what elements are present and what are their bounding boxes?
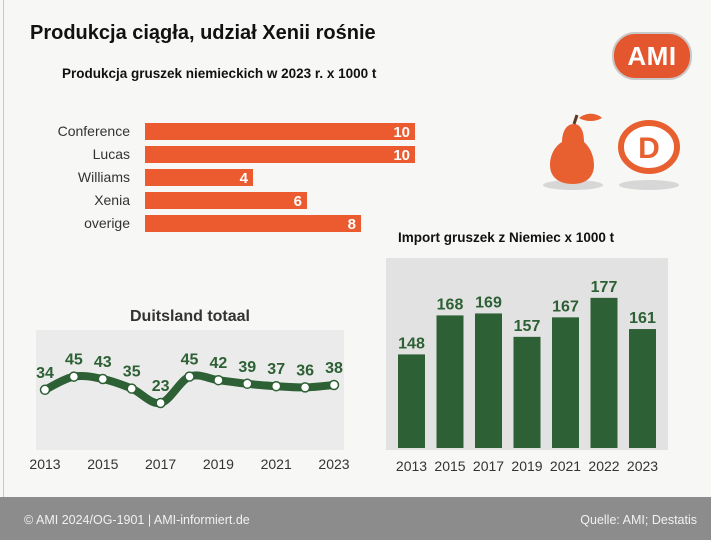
data-label: 35 xyxy=(123,364,141,381)
bar xyxy=(590,297,618,448)
bar-value-label: 157 xyxy=(514,318,541,335)
category-label: Conference xyxy=(58,123,131,139)
bar xyxy=(145,192,307,209)
bar-value-label: 168 xyxy=(437,296,464,313)
x-tick-label: 2017 xyxy=(145,456,176,472)
data-point xyxy=(299,382,311,393)
country-code-d-icon: D xyxy=(618,120,680,190)
import-bar-chart: 148 2013 168 2015 169 2017 157 2019 167 2021 177 20… xyxy=(396,279,658,474)
data-label: 37 xyxy=(267,361,285,378)
x-tick-label: 2013 xyxy=(396,458,427,474)
data-point xyxy=(270,380,282,392)
x-tick-label: 2021 xyxy=(261,456,292,472)
bar xyxy=(436,315,464,448)
x-tick-label: 2021 xyxy=(550,458,581,474)
category-label: Williams xyxy=(78,169,130,185)
category-label: overige xyxy=(84,215,130,231)
copyright-text: © AMI 2024/OG-1901 | AMI-informiert.de xyxy=(24,513,250,527)
bar xyxy=(145,123,415,140)
data-point xyxy=(68,371,80,382)
bar xyxy=(145,146,415,163)
x-tick-label: 2015 xyxy=(87,456,118,472)
pear-and-country-icons: D xyxy=(543,113,680,190)
data-point xyxy=(97,373,109,385)
bar-value-label: 169 xyxy=(475,294,502,311)
line-chart-title: Duitsland totaal xyxy=(130,308,250,325)
data-label: 42 xyxy=(210,355,228,372)
production-chart-title: Produkcja gruszek niemieckich w 2023 r. … xyxy=(62,66,377,81)
pear-icon xyxy=(543,113,603,190)
bar-value-label: 167 xyxy=(552,298,579,315)
import-chart-title: Import gruszek z Niemiec x 1000 t xyxy=(398,230,615,245)
bar xyxy=(552,317,579,448)
bar xyxy=(145,169,253,186)
country-code-text: D xyxy=(638,132,660,165)
data-point xyxy=(155,397,166,409)
data-point xyxy=(213,374,224,386)
bar-value-label: 177 xyxy=(591,279,618,296)
category-label: Xenia xyxy=(94,192,130,208)
x-tick-label: 2022 xyxy=(588,458,619,474)
footer-bar xyxy=(0,497,711,540)
data-label: 38 xyxy=(325,360,343,377)
data-label: 45 xyxy=(65,352,83,369)
bar-value-label: 10 xyxy=(393,147,410,164)
data-label: 23 xyxy=(152,378,170,395)
bar xyxy=(629,329,656,448)
production-bar-chart: Conference 10 Lucas 10 Williams 4 Xenia 6 overig… xyxy=(58,123,415,233)
bar-value-label: 148 xyxy=(398,335,425,352)
bar xyxy=(145,215,361,232)
bar-value-label: 161 xyxy=(629,310,656,327)
bar xyxy=(475,313,502,448)
bar xyxy=(513,336,541,448)
data-label: 43 xyxy=(94,354,112,371)
bar-value-label: 4 xyxy=(240,170,249,187)
x-tick-label: 2019 xyxy=(511,458,542,474)
data-label: 39 xyxy=(238,359,256,376)
category-label: Lucas xyxy=(93,146,130,162)
x-tick-label: 2023 xyxy=(318,456,349,472)
bar xyxy=(398,354,425,448)
data-label: 34 xyxy=(36,365,54,382)
x-tick-label: 2023 xyxy=(627,458,658,474)
data-point xyxy=(39,384,51,396)
data-point xyxy=(242,378,253,390)
ami-logo-badge xyxy=(612,32,692,80)
bar-value-label: 6 xyxy=(294,193,302,210)
x-tick-label: 2017 xyxy=(473,458,504,474)
data-point xyxy=(328,379,340,391)
data-label: 36 xyxy=(296,362,314,379)
logo-text: AMI xyxy=(627,41,677,71)
x-tick-label: 2019 xyxy=(203,456,234,472)
x-tick-label: 2013 xyxy=(29,456,60,472)
bar-value-label: 8 xyxy=(348,216,356,233)
data-label: 45 xyxy=(181,352,199,369)
duitsland-line-chart: Duitsland totaal 34 45 43 35 23 45 42 39 37 36 38 2… xyxy=(29,308,349,472)
left-rule xyxy=(3,0,4,500)
x-tick-label: 2015 xyxy=(434,458,465,474)
bar-value-label: 10 xyxy=(393,124,410,141)
source-text: Quelle: AMI; Destatis xyxy=(580,513,697,527)
data-point xyxy=(126,383,137,394)
ami-logo: AMI xyxy=(612,32,692,80)
page-title: Produkcja ciągła, udział Xenii rośnie xyxy=(30,22,376,44)
data-point xyxy=(184,371,195,382)
